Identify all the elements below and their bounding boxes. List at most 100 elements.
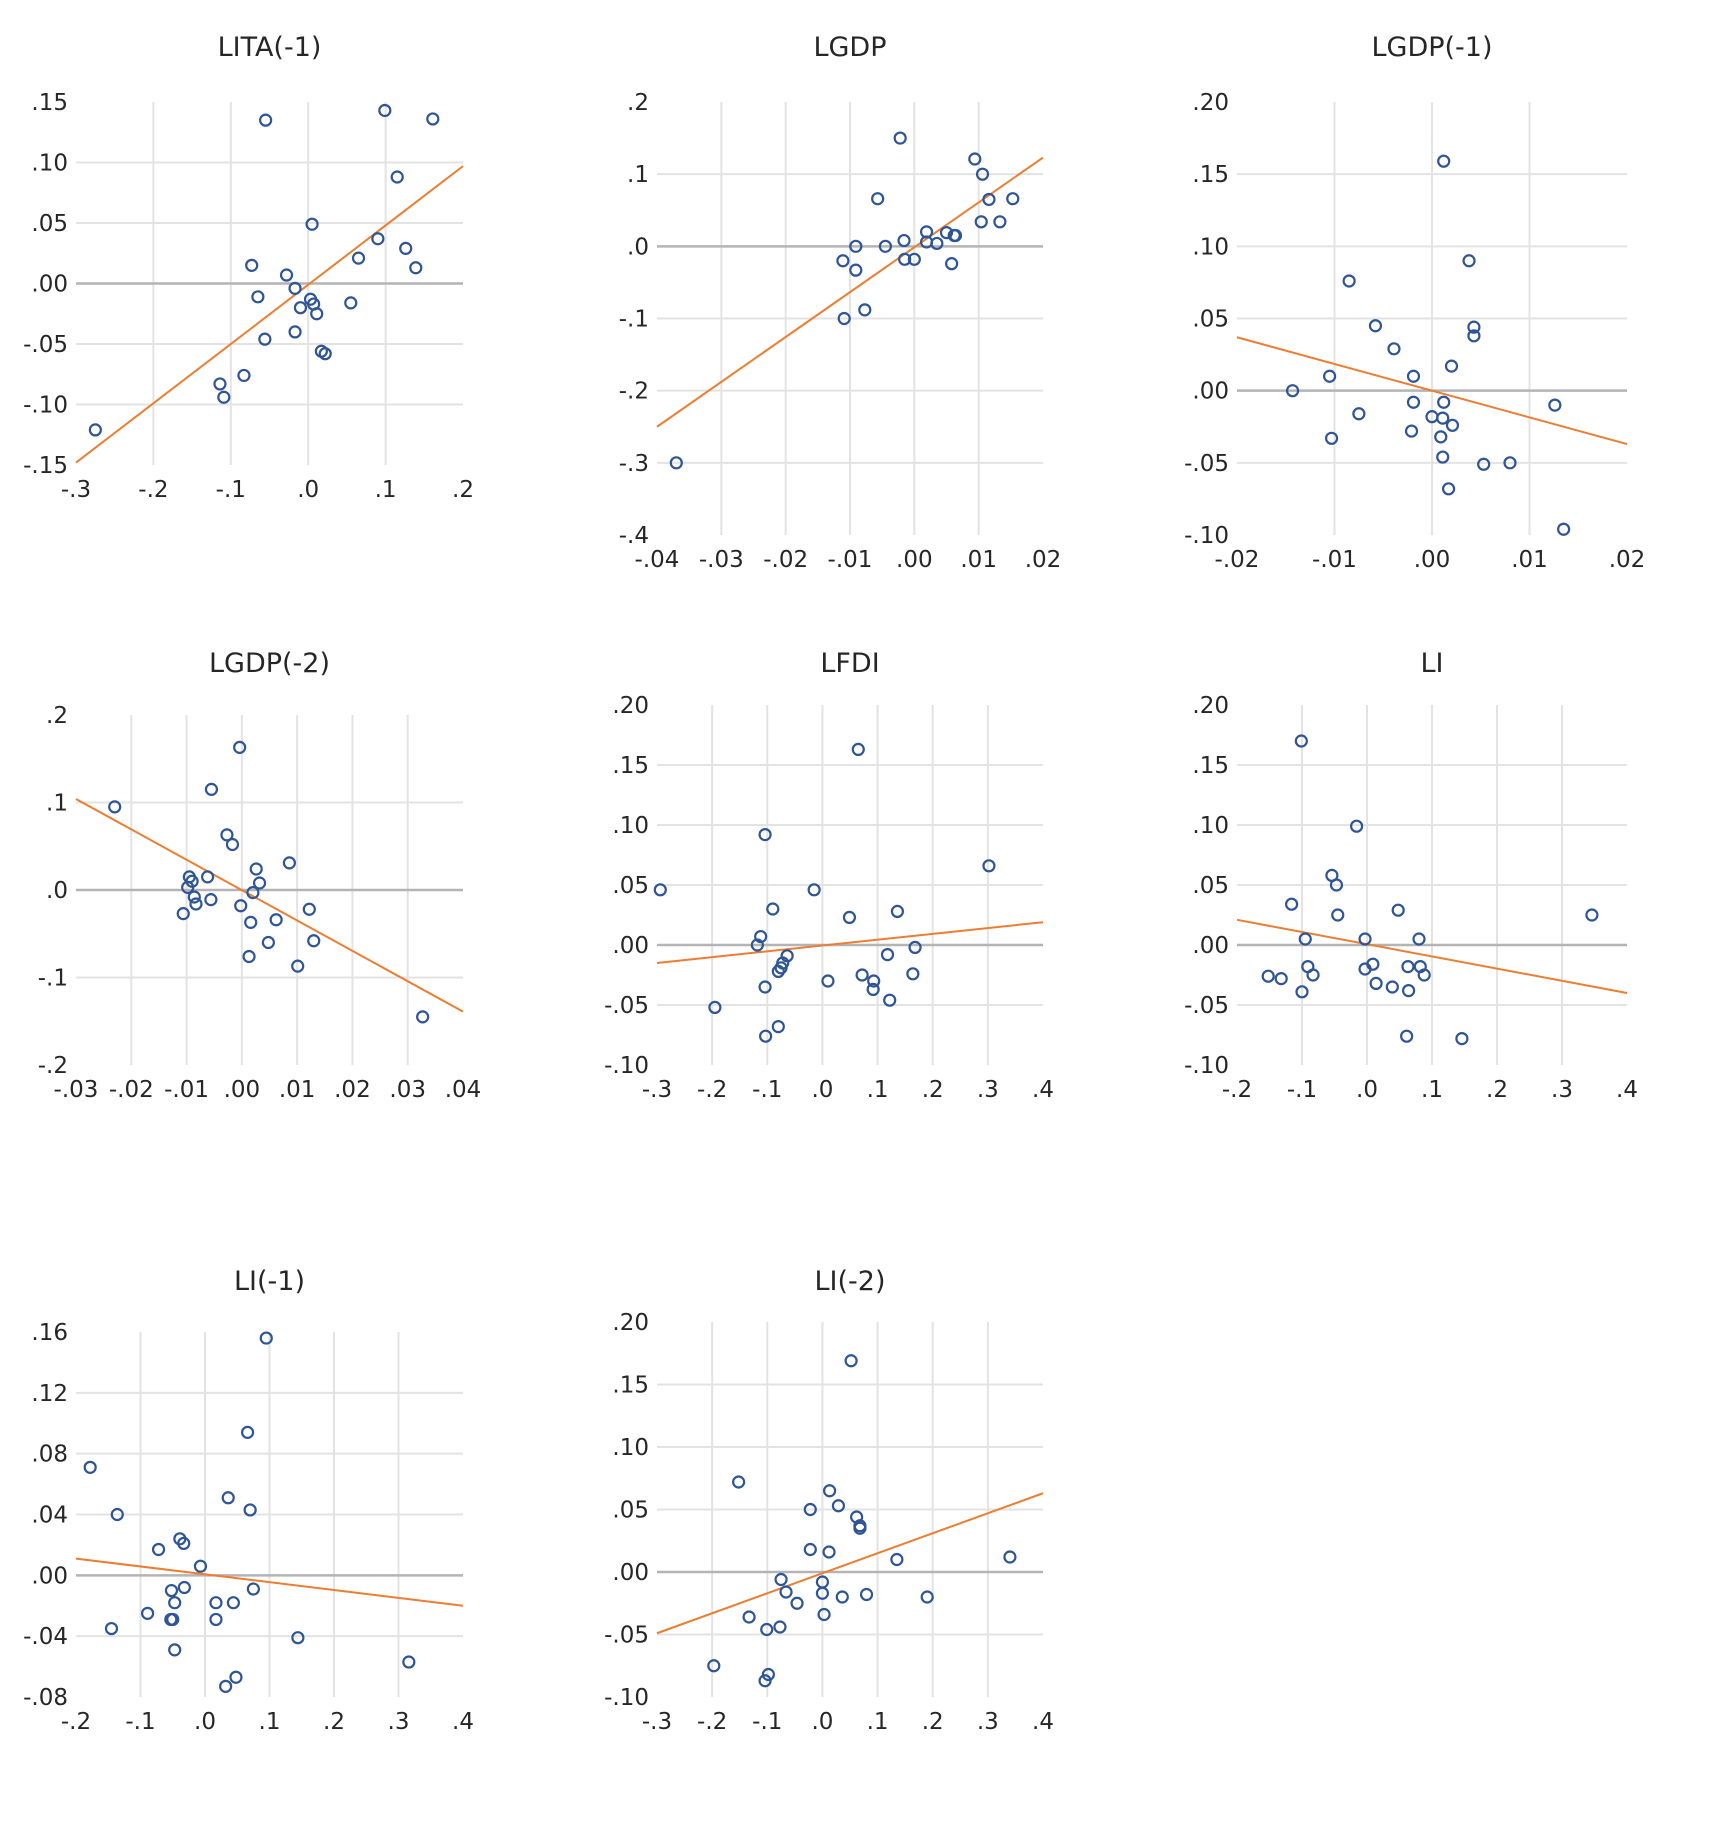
data-point bbox=[758, 827, 772, 842]
data-point bbox=[982, 192, 996, 207]
data-point bbox=[774, 1572, 788, 1587]
data-point bbox=[760, 1622, 774, 1637]
data-point bbox=[993, 215, 1007, 229]
data-point bbox=[908, 940, 922, 955]
y-tick-label: -.04 bbox=[23, 1624, 68, 1650]
data-point bbox=[708, 1000, 722, 1015]
data-point bbox=[930, 236, 944, 251]
data-point bbox=[243, 1503, 257, 1517]
data-point bbox=[344, 296, 358, 310]
data-point bbox=[318, 347, 332, 361]
data-point bbox=[867, 974, 881, 988]
data-point bbox=[1294, 734, 1308, 748]
data-point bbox=[200, 870, 215, 884]
x-tick-label: -.1 bbox=[125, 1709, 155, 1735]
y-tick-label: -.10 bbox=[1184, 1053, 1229, 1079]
data-point bbox=[225, 837, 240, 852]
data-point bbox=[822, 1484, 837, 1498]
y-tick-label: .05 bbox=[612, 1498, 649, 1524]
data-point bbox=[968, 152, 982, 166]
data-point bbox=[302, 902, 316, 916]
y-tick-label: .00 bbox=[612, 1560, 649, 1586]
y-tick-label: .10 bbox=[612, 1435, 649, 1461]
data-point bbox=[822, 1545, 836, 1559]
y-tick-label: -.4 bbox=[619, 523, 649, 549]
data-point bbox=[858, 303, 872, 317]
y-tick-label: .15 bbox=[1192, 753, 1229, 779]
data-point bbox=[669, 456, 683, 470]
y-tick-label: .1 bbox=[627, 162, 649, 188]
y-tick-label: .15 bbox=[31, 90, 68, 116]
data-point bbox=[945, 257, 959, 271]
y-tick-label: .0 bbox=[627, 234, 649, 260]
data-point bbox=[245, 258, 259, 272]
x-tick-label: .4 bbox=[1032, 1077, 1054, 1103]
data-point bbox=[707, 1659, 721, 1673]
data-point bbox=[390, 170, 404, 184]
data-point bbox=[897, 233, 911, 248]
data-point bbox=[790, 1596, 804, 1610]
data-point bbox=[168, 1643, 182, 1657]
y-tick-label: -.15 bbox=[23, 453, 68, 479]
data-point bbox=[416, 1010, 430, 1024]
data-point bbox=[842, 910, 857, 925]
data-point bbox=[1434, 430, 1448, 444]
y-tick-label: .1 bbox=[46, 791, 68, 817]
data-point bbox=[1385, 980, 1399, 994]
data-point bbox=[251, 290, 265, 304]
panel-title: LGDP(-2) bbox=[209, 648, 330, 679]
data-point bbox=[1366, 957, 1380, 971]
data-point bbox=[817, 1607, 831, 1622]
data-point bbox=[803, 1502, 817, 1517]
scatter-panel: LGDP(-2) -.03 -.02 -.01 .00 .01 .02 .03 .04 -.2 -.… bbox=[38, 648, 482, 1103]
data-point bbox=[1585, 908, 1599, 922]
y-tick-label: -.05 bbox=[1184, 451, 1229, 477]
data-point bbox=[1342, 274, 1356, 288]
data-point bbox=[1274, 971, 1288, 986]
y-tick-label: .05 bbox=[1192, 873, 1229, 899]
data-point bbox=[291, 959, 305, 973]
data-point bbox=[237, 368, 251, 383]
x-tick-label: .02 bbox=[1025, 547, 1062, 573]
data-point bbox=[836, 254, 850, 268]
data-point bbox=[821, 974, 835, 988]
data-point bbox=[1406, 395, 1421, 409]
data-point bbox=[1298, 932, 1312, 946]
x-tick-label: -.01 bbox=[1312, 547, 1357, 573]
y-tick-label: .20 bbox=[612, 693, 649, 719]
data-point bbox=[906, 967, 920, 981]
data-point bbox=[1444, 359, 1459, 373]
y-tick-label: .04 bbox=[31, 1503, 68, 1529]
y-tick-label: .00 bbox=[1192, 933, 1229, 959]
data-point bbox=[920, 1590, 934, 1604]
data-point bbox=[246, 886, 260, 900]
data-point bbox=[164, 1583, 179, 1598]
x-tick-label: .0 bbox=[1356, 1077, 1378, 1103]
y-tick-label: -.1 bbox=[619, 307, 649, 333]
data-point bbox=[409, 261, 423, 275]
data-point bbox=[773, 1620, 787, 1634]
x-tick-label: -.1 bbox=[752, 1709, 782, 1735]
x-tick-label: .3 bbox=[977, 1709, 999, 1735]
x-tick-label: .3 bbox=[388, 1709, 410, 1735]
data-point bbox=[1331, 908, 1345, 922]
data-point bbox=[88, 423, 102, 437]
trend-line bbox=[1236, 336, 1628, 446]
x-tick-label: .0 bbox=[811, 1709, 833, 1735]
data-point bbox=[1462, 254, 1476, 268]
y-tick-label: -.2 bbox=[38, 1053, 68, 1079]
data-point bbox=[181, 880, 195, 894]
y-tick-label: .10 bbox=[1192, 813, 1229, 839]
data-point bbox=[807, 883, 821, 897]
data-point bbox=[234, 899, 248, 913]
y-tick-label: .05 bbox=[612, 873, 649, 899]
data-point bbox=[1437, 154, 1451, 168]
data-point bbox=[898, 252, 912, 266]
trend-line bbox=[656, 1492, 1044, 1635]
x-tick-label: .02 bbox=[1609, 547, 1646, 573]
panel-title: LGDP bbox=[813, 32, 886, 63]
y-tick-label: .05 bbox=[1192, 307, 1229, 333]
y-tick-label: -.08 bbox=[23, 1685, 68, 1711]
data-point bbox=[310, 307, 324, 321]
